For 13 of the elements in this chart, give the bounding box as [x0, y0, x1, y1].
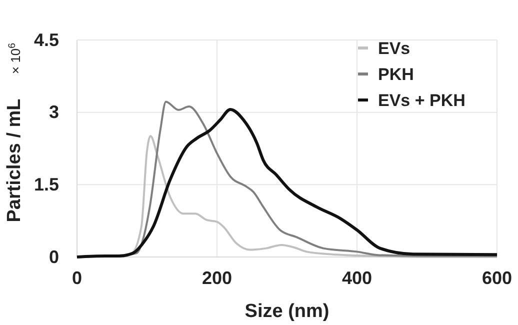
x-tick-label: 0 [72, 268, 82, 288]
x-axis-title: Size (nm) [244, 301, 330, 322]
y-axis-title: Particles / mL [4, 98, 25, 222]
x-tick-label: 400 [342, 268, 372, 288]
x-tick-label: 600 [482, 268, 512, 288]
legend-label: EVs + PKH [378, 91, 466, 110]
y-tick-label: 0 [48, 246, 59, 267]
y-tick-label: 3 [48, 102, 59, 122]
y-tick-label: 1.5 [34, 174, 59, 194]
x-tick-label: 200 [202, 268, 232, 288]
legend-label: EVs [378, 39, 410, 58]
y-tick-label: 4.5 [34, 30, 59, 50]
legend-label: PKH [378, 65, 414, 84]
